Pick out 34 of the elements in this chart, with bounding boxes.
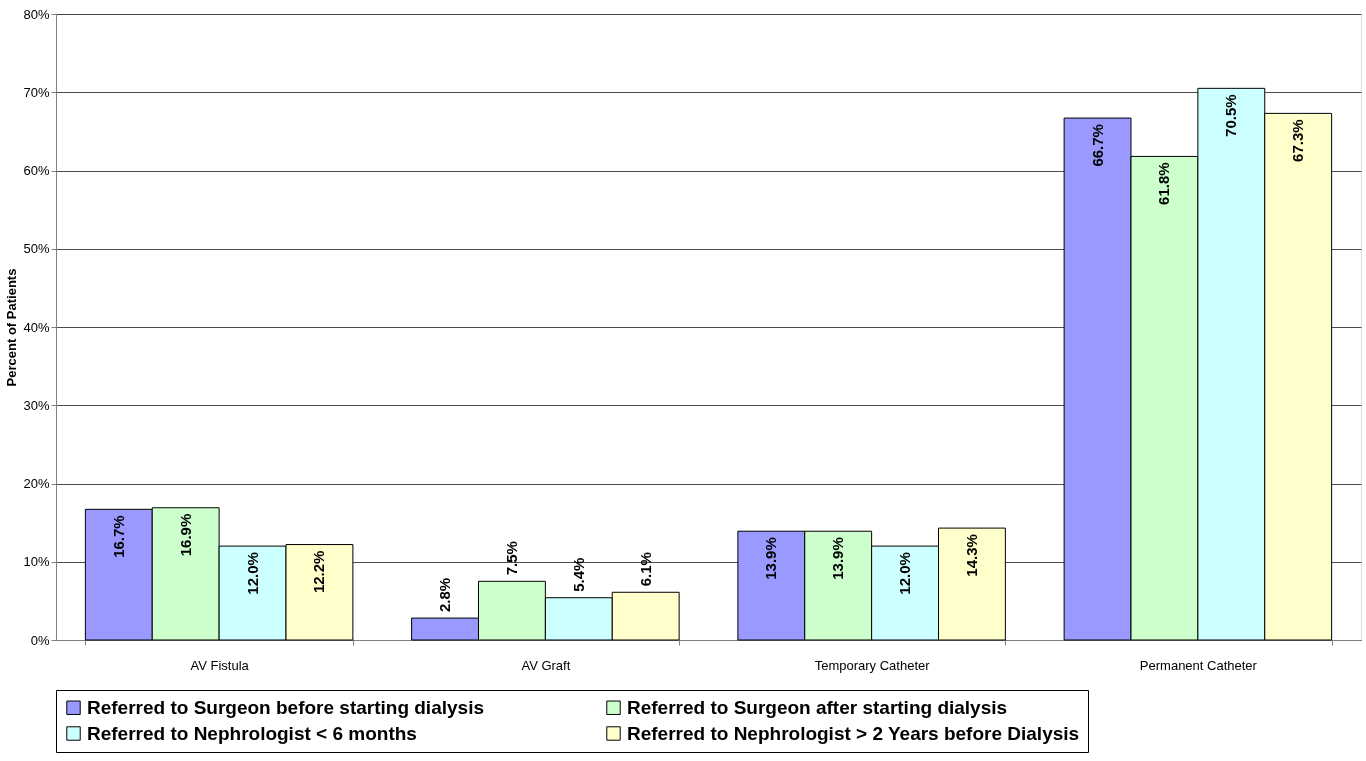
y-tick-label: 10% [23,554,50,570]
y-tick-label: 50% [23,241,50,257]
x-tick-label: AV Graft [521,657,571,673]
data-label: 16.9% [176,513,194,557]
data-label: 16.7% [109,515,127,558]
data-label: 12.0% [243,552,261,595]
y-tick-label: 0% [30,632,50,648]
x-tick-label: Temporary Catheter [814,657,931,673]
x-tick-label: AV Fistula [190,657,250,673]
legend-label: Referred to Surgeon before starting dialysis [87,696,484,718]
data-label: 67.3% [1289,119,1307,162]
data-label: 70.5% [1222,94,1240,137]
data-label: 13.9% [762,537,780,580]
data-label: 13.9% [829,537,847,580]
data-label: 12.2% [310,550,328,594]
data-label: 7.5% [502,541,520,576]
y-axis-title: Percent of Patients [4,268,20,387]
legend-label: Referred to Surgeon after starting dialysis [627,696,1008,718]
y-tick-label: 30% [23,397,50,413]
y-tick-label: 70% [23,84,50,100]
data-label: 6.1% [636,552,654,587]
legend-label: Referred to Nephrologist < 6 months [87,722,417,744]
y-tick-label: 20% [23,476,50,491]
data-label: 5.4% [569,557,587,592]
data-label: 2.8% [436,577,454,613]
x-tick-label: Permanent Catheter [1139,657,1258,673]
data-label: 12.0% [896,552,914,595]
y-tick-label: 60% [23,163,50,178]
legend-label: Referred to Nephrologist > 2 Years before Dialysis [627,722,1080,744]
y-tick-label: 80% [23,6,50,22]
data-label: 61.8% [1155,162,1173,205]
data-label: 14.3% [962,534,980,577]
y-tick-label: 40% [23,319,50,335]
data-label: 66.7% [1088,124,1106,167]
